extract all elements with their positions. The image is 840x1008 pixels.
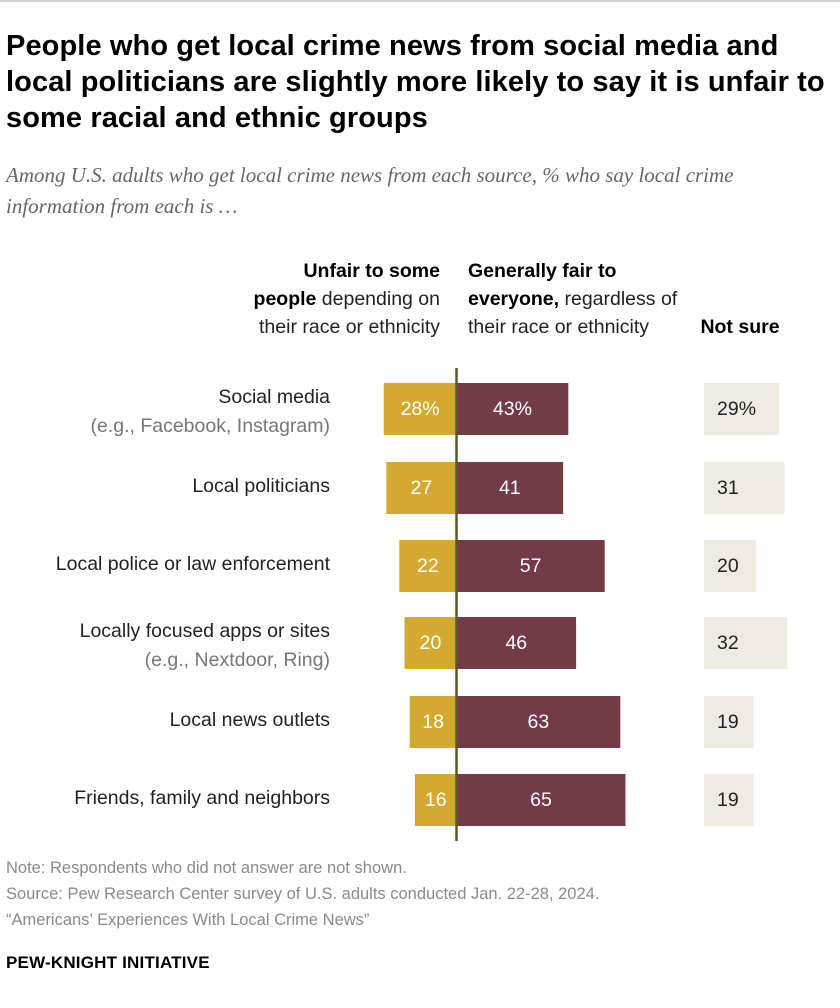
value-label-unfair: 20	[420, 632, 442, 654]
category-sublabel: (e.g., Nextdoor, Ring)	[145, 649, 330, 671]
value-label-unfair: 18	[422, 711, 444, 733]
value-label-not-sure: 19	[717, 711, 739, 733]
header-unfair: Unfair to some people depending on their…	[240, 257, 440, 341]
bar-not-sure	[704, 617, 788, 669]
value-label-not-sure: 31	[717, 477, 739, 499]
footer-source: Source: Pew Research Center survey of U.…	[6, 885, 600, 903]
value-label-unfair: 27	[411, 477, 433, 499]
value-label-fair: 46	[505, 632, 527, 654]
category-label: Friends, family and neighbors	[74, 787, 330, 809]
footer-report: “Americans’ Experiences With Local Crime…	[6, 911, 370, 929]
value-label-fair: 65	[530, 789, 552, 811]
value-label-fair: 43%	[493, 398, 532, 420]
bar-fair	[456, 540, 605, 592]
value-label-fair: 57	[520, 555, 542, 577]
bar-unfair	[386, 462, 457, 514]
chart-title: People who get local crime news from soc…	[6, 30, 825, 134]
header-unfair-bold: Unfair to some people	[253, 260, 440, 310]
header-not-sure: Not sure	[700, 316, 780, 338]
category-label: Locally focused apps or sites	[80, 620, 331, 642]
bar-unfair	[383, 383, 457, 435]
category-label: Local news outlets	[170, 709, 331, 731]
value-label-not-sure: 20	[717, 555, 739, 577]
bar-fair	[456, 462, 564, 514]
category-label: Local politicians	[192, 475, 330, 497]
value-label-not-sure: 32	[717, 632, 739, 654]
footer-note: Note: Respondents who did not answer are…	[6, 859, 407, 877]
value-label-unfair: 22	[417, 555, 439, 577]
bar-not-sure	[704, 540, 756, 592]
bar-not-sure	[704, 383, 780, 435]
header-unfair-rest: depending on their race or ethnicity	[259, 288, 440, 338]
bar-fair	[456, 774, 626, 826]
bar-not-sure	[704, 462, 785, 514]
value-label-unfair: 16	[425, 789, 447, 811]
header-fair-bold: Generally fair to everyone,	[468, 260, 617, 310]
value-label-not-sure: 19	[717, 789, 739, 811]
top-rule	[0, 0, 840, 2]
bar-not-sure	[704, 774, 754, 826]
bar-unfair	[414, 774, 457, 826]
bar-fair	[456, 617, 577, 669]
bar-unfair	[404, 617, 457, 669]
bar-not-sure	[704, 696, 754, 748]
bar-fair	[456, 696, 621, 748]
header-fair: Generally fair to everyone, regardless o…	[468, 257, 688, 341]
value-label-fair: 41	[499, 477, 521, 499]
header-fair-rest: regardless of their race or ethnicity	[468, 288, 678, 338]
brand-label: PEW-KNIGHT INITIATIVE	[6, 953, 210, 972]
value-label-fair: 63	[528, 711, 550, 733]
category-sublabel: (e.g., Facebook, Instagram)	[90, 415, 330, 437]
chart-subtitle: Among U.S. adults who get local crime ne…	[6, 163, 734, 218]
bar-unfair	[409, 696, 457, 748]
category-label: Local police or law enforcement	[56, 553, 331, 575]
category-label: Social media	[218, 386, 330, 408]
bar-fair	[456, 383, 569, 435]
chart-area: 28% 43% 29% Social media (e.g., Facebook, In…	[56, 368, 788, 841]
value-label-not-sure: 29%	[717, 398, 756, 420]
value-label-unfair: 28%	[401, 398, 440, 420]
bar-unfair	[399, 540, 457, 592]
